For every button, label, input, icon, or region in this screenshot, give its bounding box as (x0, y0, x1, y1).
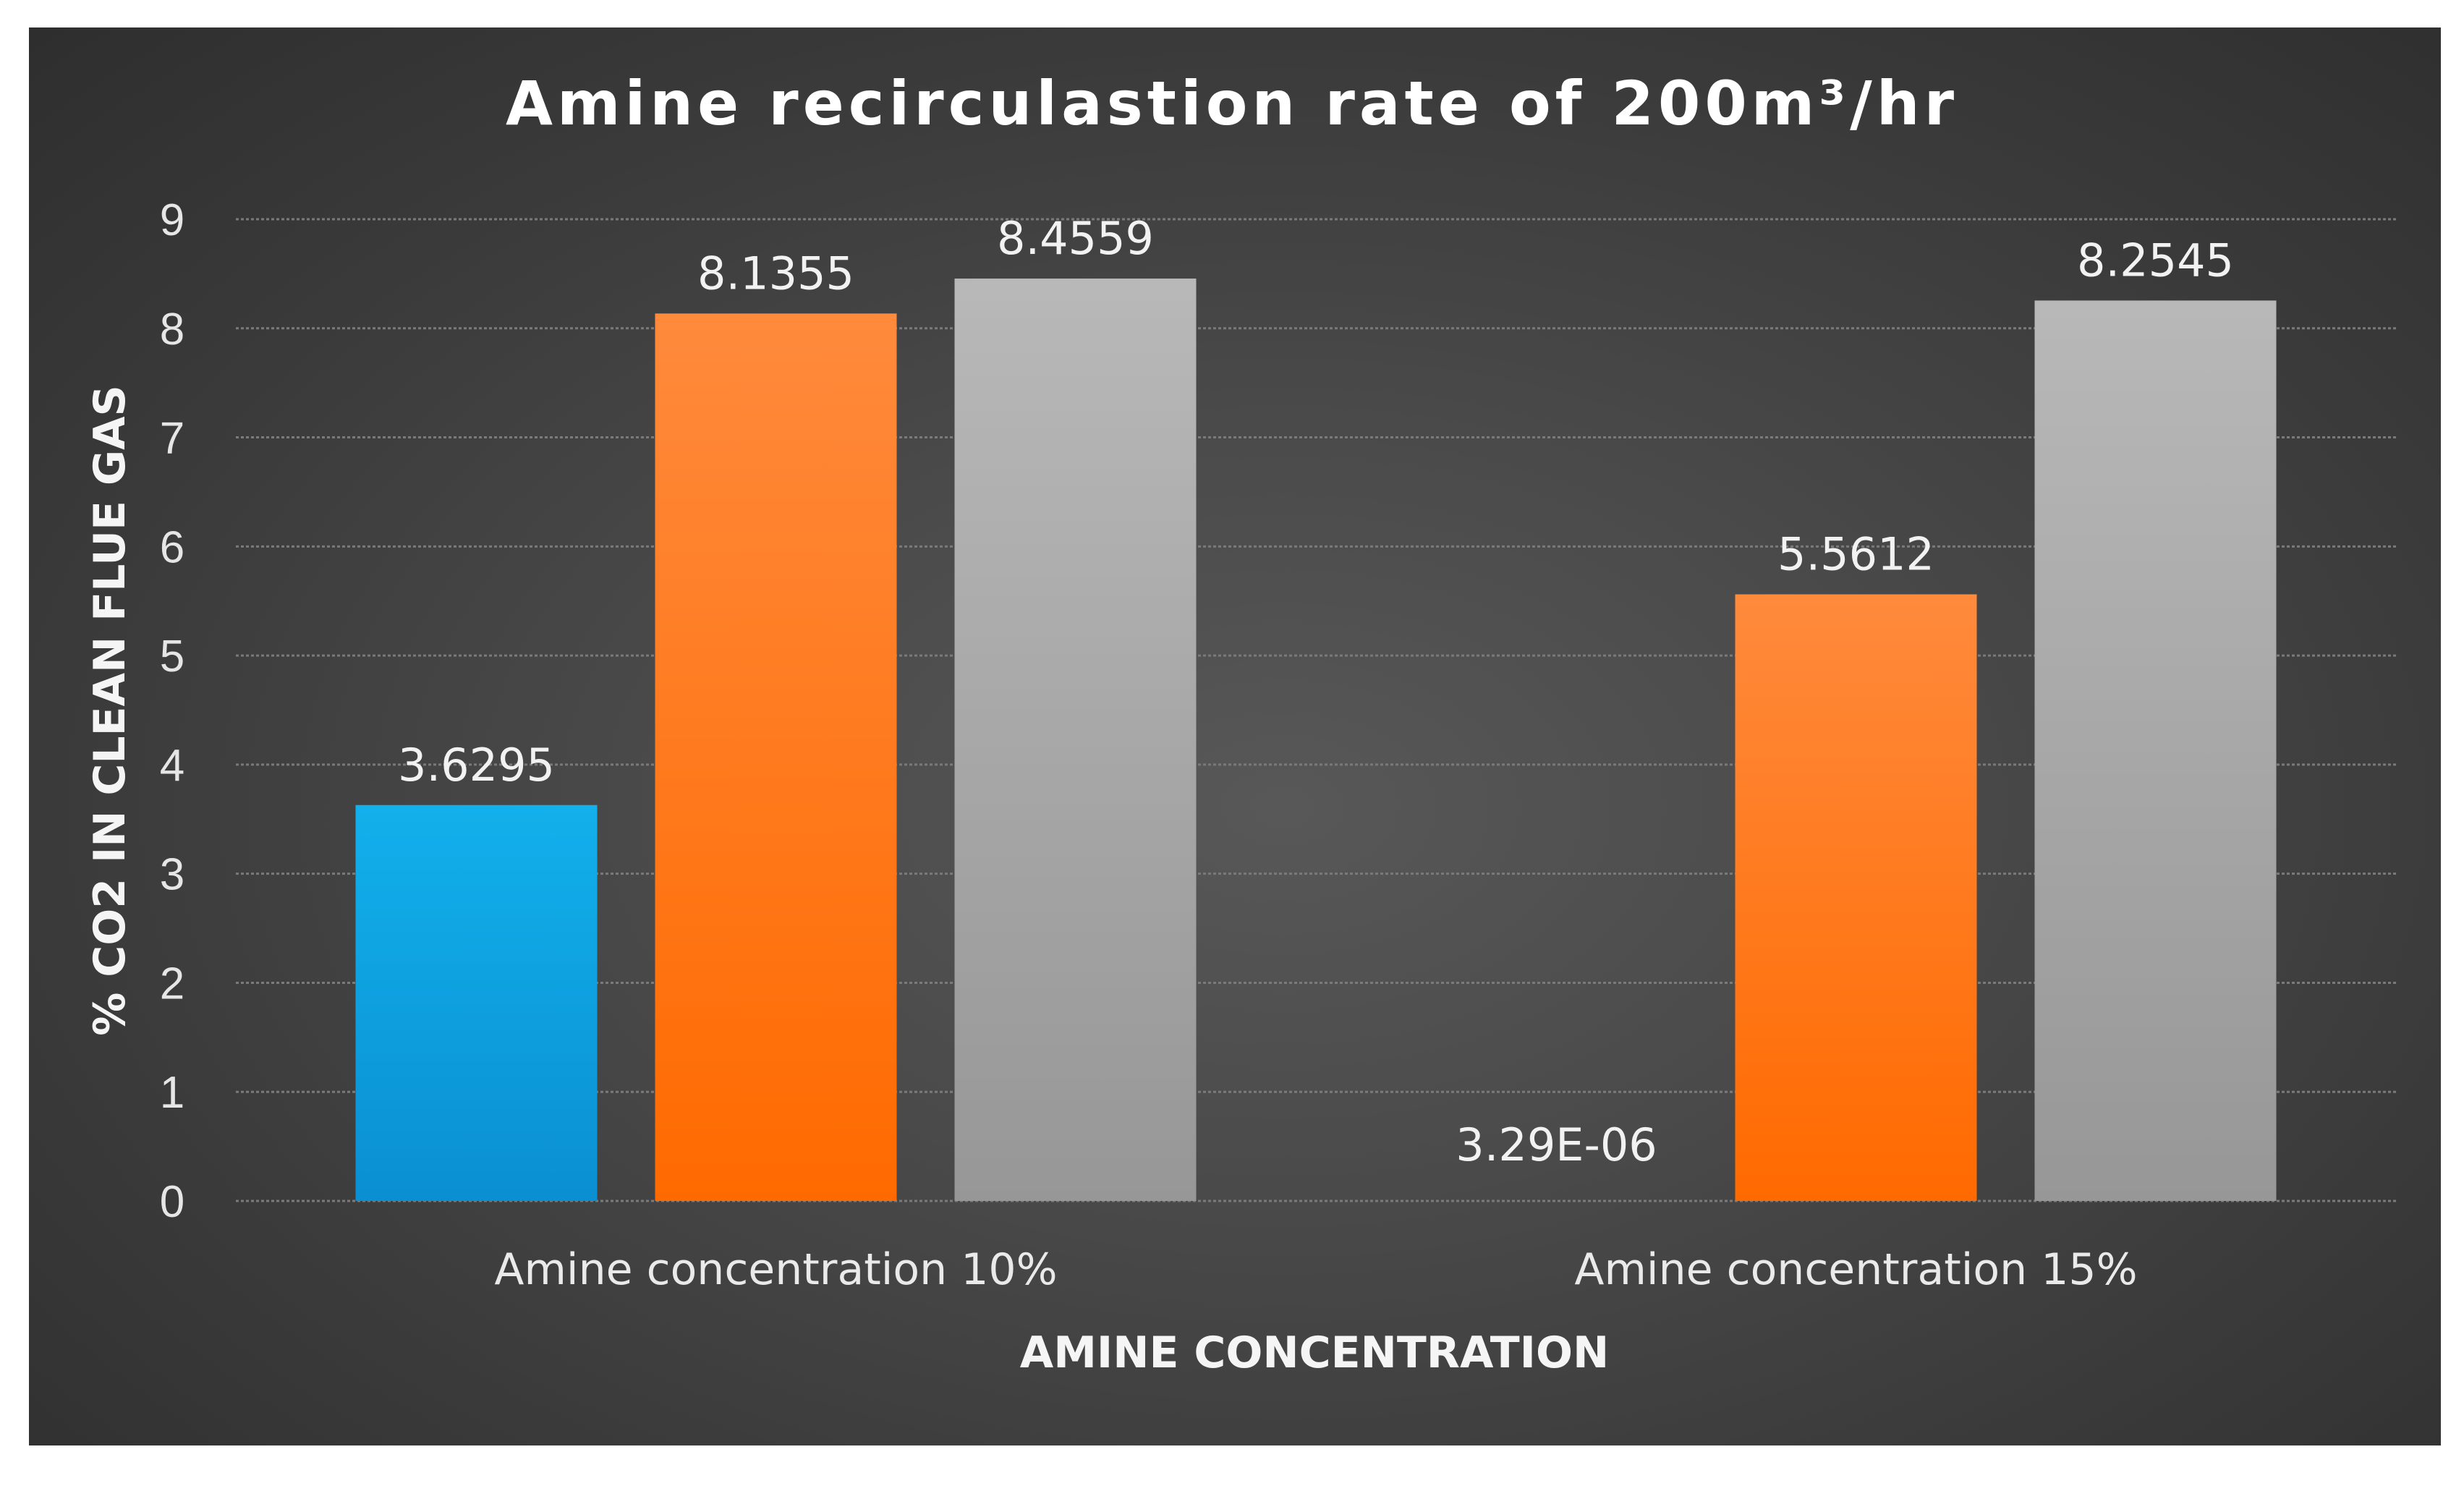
y-tick-label: 4 (160, 741, 184, 791)
data-label: 8.1355 (697, 247, 854, 300)
y-tick-label: 8 (160, 305, 184, 354)
data-label: 5.5612 (1777, 527, 1934, 580)
chart-title: Amine recirculastion rate of 200m³/hr (506, 68, 1958, 139)
y-axis-title: % CO2 IN CLEAN FLUE GAS (85, 385, 135, 1035)
x-axis-categories: Amine concentration 10% Amine concentrati… (494, 1244, 2137, 1295)
bar-series3-1 (954, 279, 1197, 1201)
x-category-label: Amine concentration 10% (494, 1244, 1057, 1295)
x-category-label: Amine concentration 15% (1574, 1244, 2137, 1295)
bar-series2-1 (655, 313, 897, 1201)
data-label: 8.2545 (2077, 234, 2234, 286)
y-tick-label: 0 (160, 1177, 184, 1227)
y-tick-label: 9 (160, 195, 184, 245)
y-tick-label: 2 (160, 959, 184, 1009)
data-label: 3.6295 (398, 739, 555, 791)
y-axis-ticks: 0 1 2 3 4 5 6 7 8 9 (160, 195, 184, 1227)
y-tick-label: 5 (160, 632, 184, 682)
bar-series1-1 (355, 804, 598, 1201)
data-labels: 3.6295 8.1355 8.4559 3.29E-06 5.5612 8.2545 (398, 212, 2234, 1171)
y-tick-label: 7 (160, 414, 184, 464)
data-label: 8.4559 (997, 212, 1154, 265)
y-tick-label: 3 (160, 850, 184, 900)
data-label: 3.29E-06 (1456, 1118, 1657, 1171)
x-axis-title: AMINE CONCENTRATION (1020, 1328, 1609, 1378)
bar-series3-2 (2034, 300, 2277, 1202)
bars (355, 279, 2277, 1202)
y-tick-label: 6 (160, 522, 184, 572)
bar-series2-2 (1735, 594, 1977, 1201)
y-tick-label: 1 (160, 1068, 184, 1118)
